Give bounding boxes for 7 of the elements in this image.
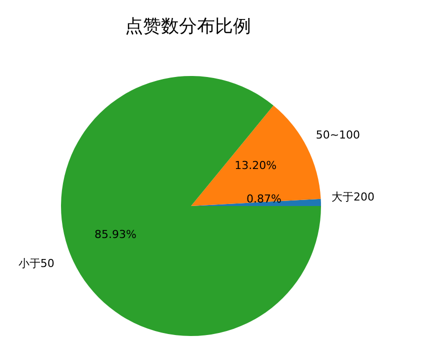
slice-label: 小于50: [18, 256, 54, 270]
slice-label: 50~100: [316, 128, 360, 142]
data-label: 0.87%: [246, 192, 282, 206]
data-label: 13.20%: [234, 159, 277, 172]
data-label: 85.93%: [94, 228, 136, 241]
chart-title: 点赞数分布比例: [124, 15, 252, 38]
slice-label: 大于200: [332, 190, 375, 204]
